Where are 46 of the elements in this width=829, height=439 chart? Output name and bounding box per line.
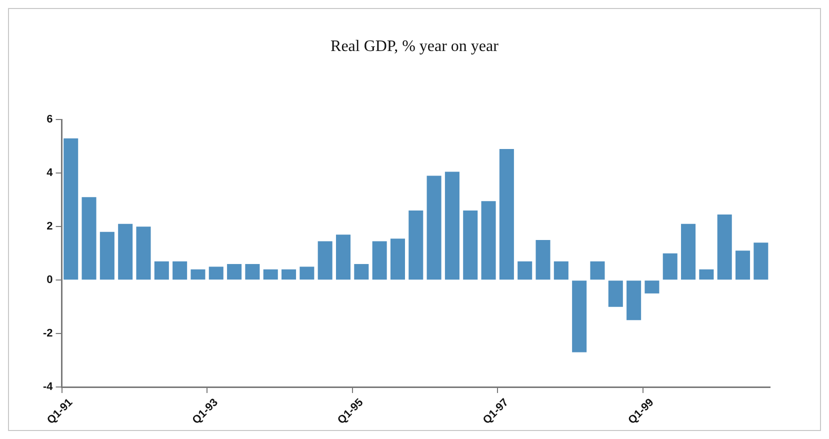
bar: [444, 172, 460, 280]
bar: [154, 261, 169, 280]
bar: [172, 261, 188, 280]
bar: [354, 264, 369, 280]
bar: [282, 269, 296, 280]
bar: [662, 253, 678, 280]
bar: [644, 280, 660, 294]
bar: [372, 241, 387, 280]
y-tick-label: 2: [46, 220, 53, 233]
bar: [754, 242, 768, 280]
bar: [554, 261, 568, 280]
bar: [426, 176, 442, 280]
bar: [336, 234, 351, 280]
y-tick-label: 6: [46, 114, 53, 126]
bar: [536, 240, 550, 280]
bar: [717, 214, 732, 280]
y-tick-label: 4: [46, 167, 54, 180]
bar: [390, 238, 405, 280]
bar: [190, 269, 206, 280]
bar: [590, 261, 605, 280]
bar: [481, 201, 496, 280]
bar: [245, 264, 260, 280]
bar: [300, 266, 314, 280]
bar: [118, 224, 133, 280]
y-tick-label: -2: [43, 328, 53, 340]
y-tick-label: -4: [43, 381, 54, 394]
bar: [64, 138, 78, 280]
bar: [136, 226, 151, 280]
bar: [208, 266, 224, 280]
bar: [518, 261, 532, 280]
bar: [263, 269, 278, 280]
bar: [499, 149, 514, 280]
bar: [735, 250, 750, 280]
bar: [572, 280, 587, 352]
bar: [699, 269, 714, 280]
bar: [608, 280, 623, 307]
bar: [318, 241, 332, 280]
bar: [408, 210, 424, 280]
bar: [626, 280, 642, 320]
bar: [681, 224, 696, 280]
bar: [227, 264, 242, 280]
y-tick-label: 0: [46, 274, 53, 286]
chart-title: Real GDP, % year on year: [330, 38, 500, 56]
bar: [100, 232, 114, 280]
bar: [463, 210, 478, 280]
bar: [82, 197, 96, 280]
